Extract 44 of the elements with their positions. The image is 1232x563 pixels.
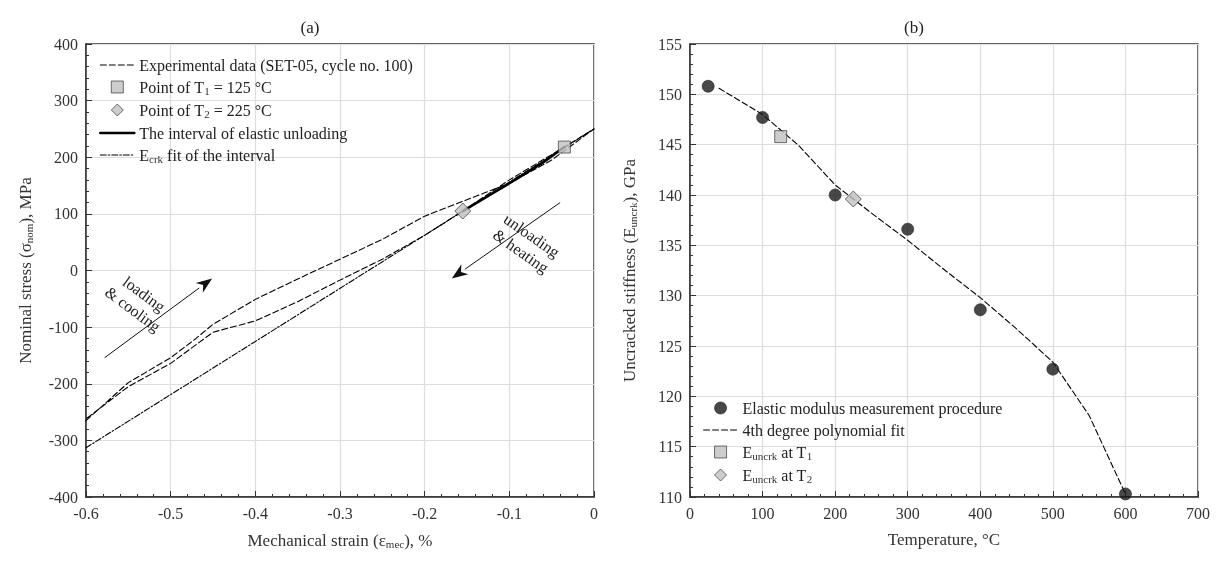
x-tick-label: 300 bbox=[895, 504, 920, 522]
y-tick-label: 400 bbox=[54, 35, 78, 53]
y-tick-label: 200 bbox=[54, 148, 78, 166]
y-axis-title: Nominal stress (σnom), MPa bbox=[15, 176, 35, 364]
y-tick-label: 120 bbox=[658, 387, 682, 405]
x-tick-label: 100 bbox=[750, 504, 775, 522]
x-tick-label: 500 bbox=[1040, 504, 1065, 522]
y-tick-label: 115 bbox=[658, 438, 682, 456]
x-tick-label: -0.6 bbox=[73, 504, 99, 522]
y-tick-label: 300 bbox=[54, 92, 78, 110]
y-tick-label: 0 bbox=[70, 262, 78, 279]
legend-label: Experimental data (SET-05, cycle no. 100) bbox=[139, 56, 413, 75]
x-tick-label: 700 bbox=[1186, 504, 1210, 522]
y-tick-label: 125 bbox=[658, 337, 682, 355]
y-axis-title: Uncracked stiffness (Euncrk), GPa bbox=[619, 158, 639, 383]
x-tick-label: -0.2 bbox=[412, 504, 438, 522]
y-tick-label: 135 bbox=[658, 236, 682, 254]
chart-title: (a) bbox=[300, 18, 320, 37]
x-tick-label: 0 bbox=[686, 504, 694, 522]
y-tick-label: 130 bbox=[658, 287, 682, 305]
x-tick-label: 200 bbox=[823, 504, 848, 522]
legend-label: 4th degree polynomial fit bbox=[742, 421, 906, 440]
y-tick-label: 145 bbox=[658, 136, 682, 154]
chart-title: (b) bbox=[904, 18, 924, 37]
y-tick-label: 150 bbox=[658, 85, 682, 103]
y-tick-label: -400 bbox=[48, 488, 78, 506]
x-tick-label: 0 bbox=[590, 504, 598, 522]
y-tick-label: 155 bbox=[658, 35, 682, 53]
y-tick-label: -300 bbox=[48, 431, 78, 449]
x-tick-label: -0.3 bbox=[327, 504, 353, 522]
x-axis-title: Temperature, °C bbox=[887, 530, 1001, 549]
y-tick-label: -100 bbox=[48, 318, 78, 336]
y-tick-label: 100 bbox=[54, 205, 78, 223]
x-tick-label: -0.4 bbox=[242, 504, 268, 522]
x-tick-label: -0.5 bbox=[158, 504, 184, 522]
x-tick-label: 400 bbox=[968, 504, 993, 522]
x-tick-label: -0.1 bbox=[496, 504, 522, 522]
legend-label: The interval of elastic unloading bbox=[139, 124, 348, 143]
legend-label: Elastic modulus measurement procedure bbox=[742, 399, 1003, 418]
y-tick-label: 110 bbox=[658, 488, 682, 506]
x-tick-label: 600 bbox=[1113, 504, 1138, 522]
y-tick-label: 140 bbox=[658, 186, 682, 204]
y-tick-label: -200 bbox=[48, 375, 78, 393]
x-axis-title: Mechanical strain (εmec), % bbox=[247, 530, 433, 550]
